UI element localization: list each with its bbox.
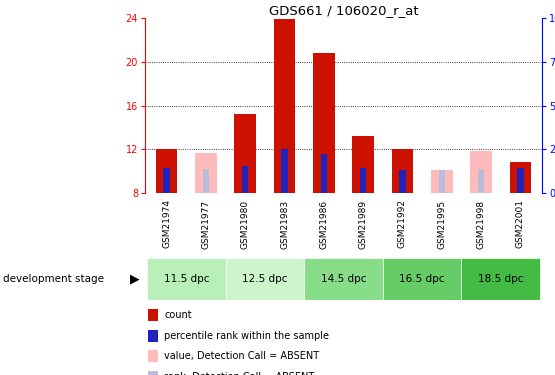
Bar xyxy=(281,149,288,193)
Bar xyxy=(304,258,383,300)
Text: 14.5 dpc: 14.5 dpc xyxy=(321,274,366,284)
Bar xyxy=(313,53,335,193)
Text: development stage: development stage xyxy=(3,274,104,284)
Text: rank, Detection Call = ABSENT: rank, Detection Call = ABSENT xyxy=(164,372,315,375)
Text: 18.5 dpc: 18.5 dpc xyxy=(478,274,523,284)
Bar xyxy=(234,114,256,193)
Title: GDS661 / 106020_r_at: GDS661 / 106020_r_at xyxy=(269,4,418,17)
Bar xyxy=(470,152,492,193)
Text: GSM21998: GSM21998 xyxy=(477,200,486,249)
Bar xyxy=(156,149,178,193)
Bar xyxy=(383,258,461,300)
Bar xyxy=(517,168,523,193)
Bar xyxy=(321,154,327,193)
Bar xyxy=(274,19,295,193)
Text: GSM22001: GSM22001 xyxy=(516,200,525,249)
Bar xyxy=(461,258,540,300)
Bar xyxy=(147,258,225,300)
Text: GSM21974: GSM21974 xyxy=(162,200,171,249)
Bar xyxy=(352,136,374,193)
Bar xyxy=(360,168,366,193)
Bar xyxy=(509,162,531,193)
Text: GSM21989: GSM21989 xyxy=(359,200,367,249)
Text: 16.5 dpc: 16.5 dpc xyxy=(400,274,445,284)
Bar xyxy=(392,149,413,193)
Text: count: count xyxy=(164,310,192,320)
Bar xyxy=(242,166,249,193)
Text: value, Detection Call = ABSENT: value, Detection Call = ABSENT xyxy=(164,351,320,361)
Text: GSM21980: GSM21980 xyxy=(241,200,250,249)
Bar xyxy=(203,169,209,193)
Bar xyxy=(163,168,170,193)
Bar xyxy=(431,170,452,193)
Bar xyxy=(225,258,304,300)
Bar xyxy=(438,170,445,193)
Text: GSM21986: GSM21986 xyxy=(319,200,329,249)
Text: GSM21983: GSM21983 xyxy=(280,200,289,249)
Text: 12.5 dpc: 12.5 dpc xyxy=(242,274,287,284)
Text: ▶: ▶ xyxy=(130,273,139,285)
Text: GSM21992: GSM21992 xyxy=(398,200,407,249)
Text: GSM21977: GSM21977 xyxy=(201,200,210,249)
Text: percentile rank within the sample: percentile rank within the sample xyxy=(164,331,330,340)
Text: 11.5 dpc: 11.5 dpc xyxy=(164,274,209,284)
Bar xyxy=(195,153,217,193)
Bar xyxy=(399,170,406,193)
Bar xyxy=(478,169,485,193)
Text: GSM21995: GSM21995 xyxy=(437,200,446,249)
